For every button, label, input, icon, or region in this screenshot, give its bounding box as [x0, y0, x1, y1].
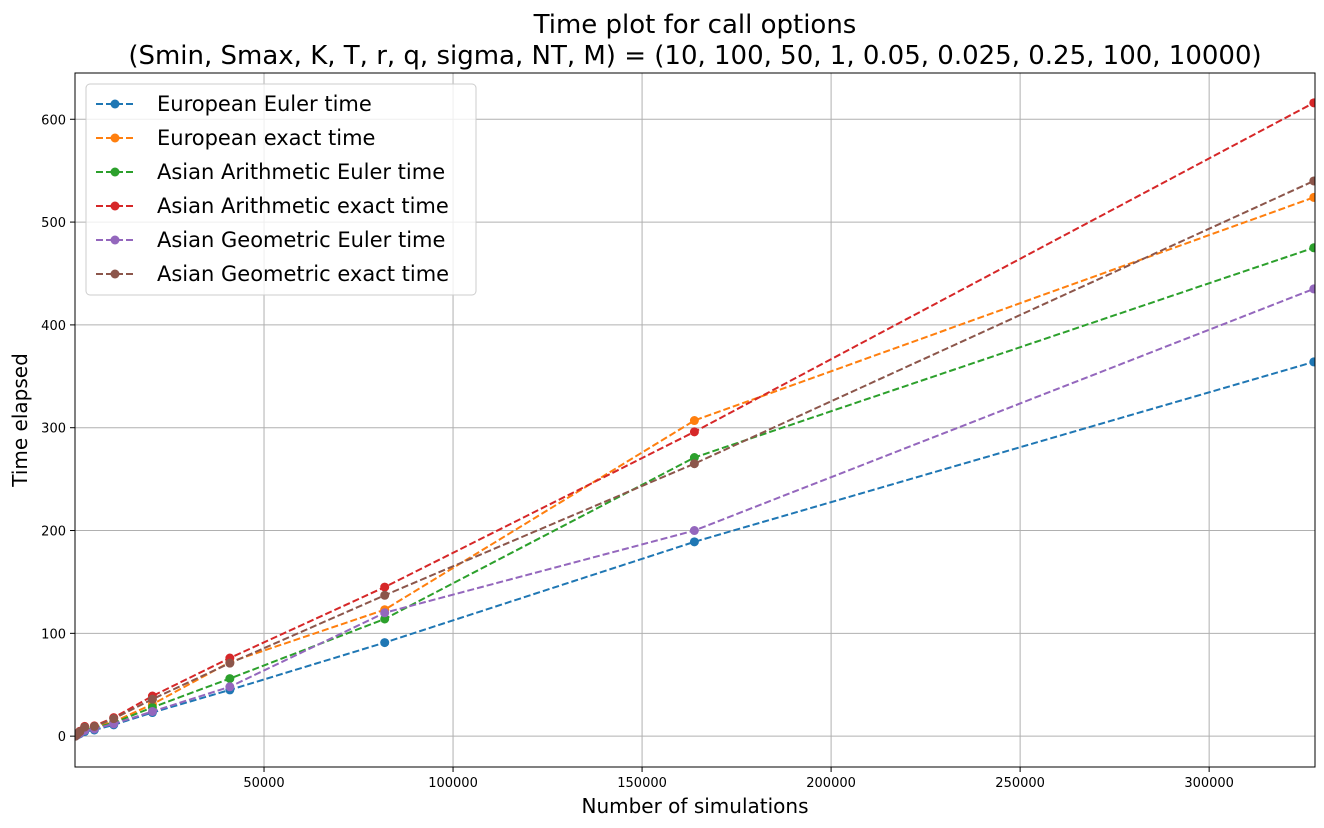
legend-item: Asian Geometric exact time — [96, 262, 449, 286]
legend-swatch-marker — [110, 235, 120, 245]
y-axis-ticks: 0 100 200 300 400 500 600 — [41, 113, 75, 745]
y-tick-label: 500 — [41, 216, 66, 231]
data-point — [689, 453, 699, 463]
x-tick-label: 250000 — [995, 776, 1045, 791]
data-point — [147, 706, 157, 716]
data-point — [1309, 284, 1315, 294]
data-point — [80, 722, 90, 732]
chart-title: Time plot for call options — [533, 10, 857, 40]
y-tick-label: 100 — [41, 627, 66, 642]
legend-swatch-marker — [110, 201, 120, 211]
y-tick-label: 600 — [41, 113, 66, 128]
legend-item: Asian Arithmetic Euler time — [96, 160, 445, 184]
legend-label: European Euler time — [157, 92, 372, 116]
data-point — [380, 638, 390, 648]
data-point — [89, 721, 99, 731]
data-point — [109, 714, 119, 724]
legend-label: Asian Geometric Euler time — [157, 228, 445, 252]
x-tick-label: 50000 — [243, 776, 284, 791]
legend-item: European exact time — [96, 126, 375, 150]
legend-swatch-marker — [110, 99, 120, 109]
plot-area-frame — [74, 72, 1316, 768]
data-point — [1309, 176, 1315, 186]
x-axis-ticks: 50000 100000 150000 200000 250000 300000 — [243, 767, 1234, 791]
x-axis-label: Number of simulations — [581, 794, 808, 818]
data-point — [689, 459, 699, 469]
chart-subtitle: (Smin, Smax, K, T, r, q, sigma, NT, M) =… — [128, 41, 1261, 71]
y-axis-label: Time elapsed — [8, 353, 32, 488]
legend-swatch-marker — [110, 269, 120, 279]
data-point — [1309, 98, 1315, 108]
legend-item: Asian Geometric Euler time — [96, 228, 445, 252]
data-point — [147, 694, 157, 704]
x-tick-label: 200000 — [806, 776, 856, 791]
data-point — [1309, 243, 1315, 253]
data-point — [225, 658, 235, 668]
data-point — [1309, 192, 1315, 202]
data-point — [689, 526, 699, 536]
legend-swatch-marker — [110, 167, 120, 177]
legend-swatch-marker — [110, 133, 120, 143]
x-tick-label: 150000 — [617, 776, 667, 791]
y-tick-label: 400 — [41, 319, 66, 334]
data-point — [380, 582, 390, 592]
y-tick-label: 0 — [58, 730, 66, 745]
data-point — [380, 614, 390, 624]
data-point — [689, 427, 699, 437]
legend-box — [85, 83, 477, 296]
data-point — [225, 682, 235, 692]
x-tick-label: 300000 — [1184, 776, 1234, 791]
data-point — [689, 416, 699, 426]
y-tick-label: 300 — [41, 422, 66, 437]
legend-label: Asian Geometric exact time — [157, 262, 449, 286]
legend-item: European Euler time — [96, 92, 372, 116]
legend-item: Asian Arithmetic exact time — [96, 194, 449, 218]
data-point — [380, 590, 390, 600]
legend-label: Asian Arithmetic Euler time — [157, 160, 445, 184]
data-point — [689, 537, 699, 547]
legend-label: Asian Arithmetic exact time — [157, 194, 449, 218]
data-point — [380, 608, 390, 618]
legend: European Euler time European exact time As… — [85, 83, 477, 296]
y-tick-label: 200 — [41, 525, 66, 540]
data-point — [225, 674, 235, 684]
x-tick-label: 100000 — [428, 776, 478, 791]
legend-label: European exact time — [157, 126, 375, 150]
data-point — [1309, 357, 1315, 367]
